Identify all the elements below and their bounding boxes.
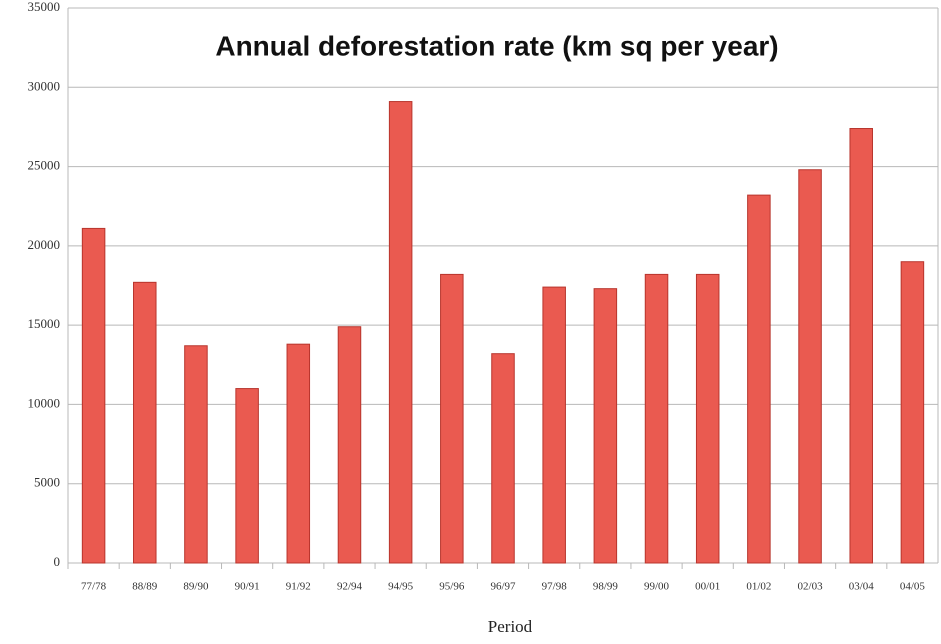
bar [849, 128, 873, 564]
bar [900, 261, 925, 564]
y-tick-label: 20000 [28, 237, 61, 252]
bar [286, 343, 311, 564]
y-tick-label: 25000 [28, 158, 61, 173]
x-tick-label: 03/04 [849, 581, 875, 593]
bar [644, 273, 669, 564]
x-tick-label: 01/02 [746, 581, 771, 593]
x-axis-title: Period [488, 617, 533, 636]
x-tick-label: 95/96 [439, 581, 465, 593]
bar [235, 388, 259, 564]
y-tick-label: 5000 [34, 475, 60, 490]
x-tick-label: 99/00 [644, 581, 670, 593]
bar [81, 227, 106, 564]
x-tick-label: 97/98 [542, 581, 568, 593]
bar [337, 326, 362, 564]
chart-title: Annual deforestation rate (km sq per yea… [215, 30, 778, 61]
y-tick-label: 30000 [28, 78, 61, 93]
x-tick-label: 04/05 [900, 581, 926, 593]
x-tick-label: 88/89 [132, 581, 158, 593]
x-tick-label: 02/03 [798, 581, 824, 593]
x-tick-label: 91/92 [286, 581, 311, 593]
y-tick-label: 15000 [28, 316, 61, 331]
bar [388, 101, 413, 564]
bar [593, 288, 618, 564]
x-tick-label: 94/95 [388, 581, 414, 593]
bar [542, 286, 566, 564]
bar [747, 194, 771, 564]
bar [440, 273, 464, 564]
y-tick-label: 10000 [28, 395, 61, 410]
x-tick-label: 89/90 [183, 581, 209, 593]
y-tick-label: 35000 [28, 0, 61, 14]
bar [695, 273, 720, 564]
x-tick-label: 98/99 [593, 581, 619, 593]
bar [184, 345, 208, 564]
x-tick-label: 90/91 [235, 581, 260, 593]
bar [491, 353, 515, 564]
y-tick-label: 0 [54, 554, 61, 569]
x-tick-label: 00/01 [695, 581, 720, 593]
x-tick-label: 96/97 [490, 581, 516, 593]
bar [133, 281, 157, 564]
bar [798, 169, 822, 564]
x-tick-label: 77/78 [81, 581, 107, 593]
x-tick-label: 92/94 [337, 581, 363, 593]
